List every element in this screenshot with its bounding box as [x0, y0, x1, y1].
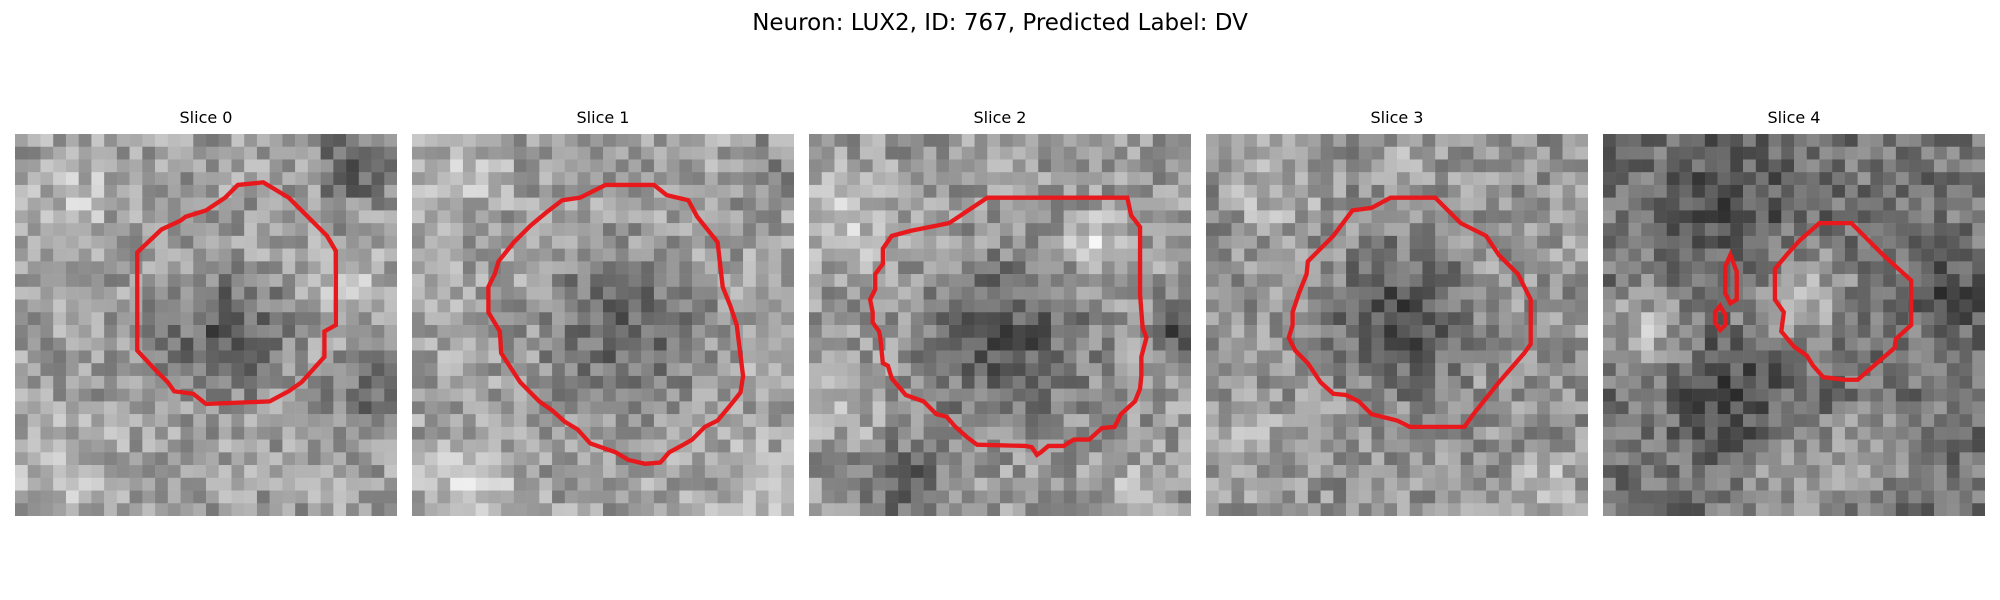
- slice-panel-2: Slice 2: [809, 108, 1191, 128]
- slice-title-4: Slice 4: [1603, 108, 1985, 128]
- slice-image-4: [1603, 134, 1985, 516]
- slice-panel-3: Slice 3: [1206, 108, 1588, 128]
- slice-image-3: [1206, 134, 1588, 516]
- slice-image-2: [809, 134, 1191, 516]
- slice-panel-4: Slice 4: [1603, 108, 1985, 128]
- figure-title: Neuron: LUX2, ID: 767, Predicted Label: …: [0, 8, 2000, 38]
- slice-title-1: Slice 1: [412, 108, 794, 128]
- slice-title-0: Slice 0: [15, 108, 397, 128]
- slice-title-2: Slice 2: [809, 108, 1191, 128]
- slice-image-1: [412, 134, 794, 516]
- slice-image-0: [15, 134, 397, 516]
- slice-panel-0: Slice 0: [15, 108, 397, 128]
- slice-title-3: Slice 3: [1206, 108, 1588, 128]
- slice-panel-1: Slice 1: [412, 108, 794, 128]
